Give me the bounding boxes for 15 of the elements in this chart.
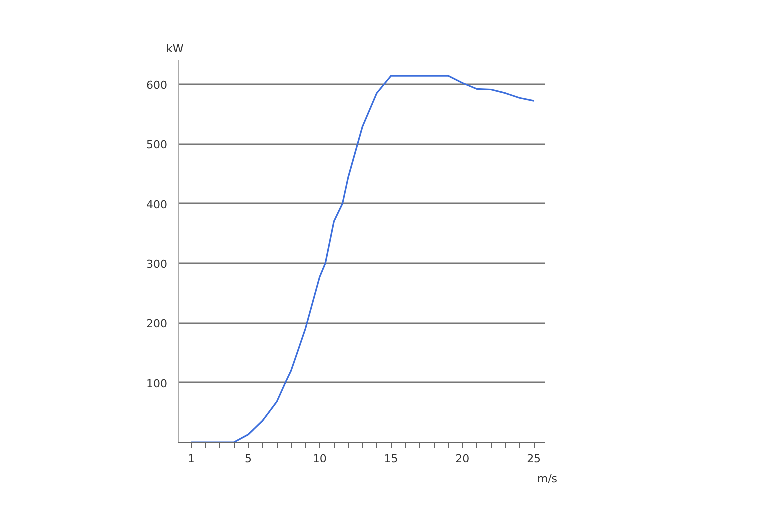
y-tick-label: 400: [146, 198, 168, 212]
x-tick-label: 15: [384, 452, 398, 466]
x-tick-label: 1: [188, 452, 195, 466]
y-tick-label: 300: [146, 258, 168, 271]
y-tick-label: 200: [146, 318, 168, 331]
line-series: [190, 75, 535, 442]
y-tick-label: 100: [146, 377, 168, 390]
y-axis-title: kW: [166, 42, 184, 56]
x-tick-label: 20: [456, 452, 470, 466]
x-tick-label: 5: [244, 452, 252, 466]
y-tick-label: 500: [146, 138, 168, 152]
x-tick-label: 10: [312, 452, 327, 466]
x-tick-label: 25: [527, 452, 542, 466]
x-axis-title: m/s: [537, 472, 558, 486]
y-tick-label: 600: [146, 78, 168, 92]
